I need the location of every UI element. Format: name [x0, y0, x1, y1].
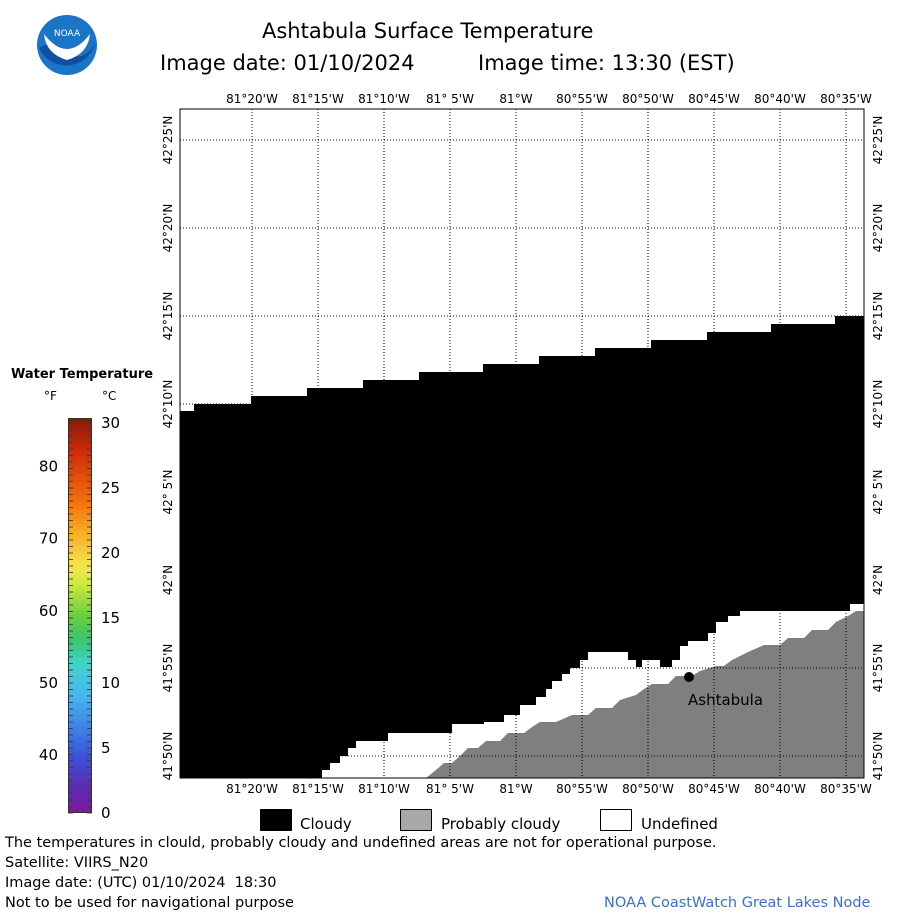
lon-tick-label: 80°35'W — [820, 92, 872, 106]
colorbar-f-tick: 70 — [39, 530, 58, 548]
lon-tick-label: 80°40'W — [754, 782, 806, 796]
lon-tick-label: 80°45'W — [688, 782, 740, 796]
colorbar-unit-c: °C — [102, 389, 117, 403]
legend-swatch-undefined — [600, 809, 632, 831]
lon-tick-label: 81°10'W — [358, 92, 410, 106]
lat-tick-label: 42°N — [871, 565, 885, 595]
image-date: Image date: 01/10/2024 — [160, 51, 415, 75]
lon-tick-label: 81°W — [499, 92, 532, 106]
legend-label-undefined: Undefined — [641, 815, 718, 833]
lon-tick-label: 80°55'W — [556, 92, 608, 106]
ashtabula-marker — [684, 672, 694, 682]
lon-tick-label: 80°50'W — [622, 782, 674, 796]
probably-cloudy-region — [426, 611, 864, 778]
map-frame — [179, 108, 865, 779]
disclaimer: The temperatures in clould, probably clo… — [5, 835, 717, 851]
colorbar-c-tick: 10 — [101, 674, 120, 692]
lat-tick-label: 42° 5'N — [871, 470, 885, 515]
lon-tick-label: 81°20'W — [226, 92, 278, 106]
lat-tick-label: 41°55'N — [161, 644, 175, 693]
lat-tick-label: 42°25'N — [871, 116, 885, 165]
satellite: Satellite: VIIRS_N20 — [5, 855, 149, 871]
colorbar-f-tick: 60 — [39, 602, 58, 620]
noaa-logo: NOAA — [36, 14, 98, 76]
lat-tick-label: 41°55'N — [871, 644, 885, 693]
colorbar-c-tick: 0 — [101, 804, 111, 822]
lat-tick-label: 41°50'N — [161, 732, 175, 781]
image-time: Image time: 13:30 (EST) — [478, 51, 735, 75]
legend-label-probably-cloudy: Probably cloudy — [441, 815, 561, 833]
lon-tick-label: 80°55'W — [556, 782, 608, 796]
legend-swatch-probably-cloudy — [400, 809, 432, 831]
colorbar-c-tick: 30 — [101, 414, 120, 432]
lon-tick-label: 81°20'W — [226, 782, 278, 796]
lon-tick-label: 81°10'W — [358, 782, 410, 796]
page-title: Ashtabula Surface Temperature — [262, 19, 594, 43]
lat-tick-label: 42°15'N — [871, 292, 885, 341]
lon-tick-label: 80°45'W — [688, 92, 740, 106]
lat-tick-label: 42° 5'N — [161, 470, 175, 515]
colorbar-c-tick: 5 — [101, 739, 111, 757]
legend-swatch-cloudy — [260, 809, 292, 831]
lat-tick-label: 42°10'N — [161, 380, 175, 429]
lon-tick-label: 81° 5'W — [426, 782, 474, 796]
colorbar-c-tick: 20 — [101, 544, 120, 562]
utc-date: Image date: (UTC) 01/10/2024 18:30 — [5, 875, 277, 891]
lon-tick-label: 81° 5'W — [426, 92, 474, 106]
credit: NOAA CoastWatch Great Lakes Node — [604, 895, 871, 911]
colorbar-f-tick: 40 — [39, 746, 58, 764]
lon-tick-label: 81°15'W — [292, 92, 344, 106]
lat-tick-label: 42°10'N — [871, 380, 885, 429]
colorbar-unit-f: °F — [44, 389, 57, 403]
lat-tick-label: 42°20'N — [161, 204, 175, 253]
lon-tick-label: 80°40'W — [754, 92, 806, 106]
colorbar — [68, 418, 92, 813]
lat-tick-label: 42°25'N — [161, 116, 175, 165]
lon-tick-label: 81°15'W — [292, 782, 344, 796]
lat-tick-label: 42°N — [161, 565, 175, 595]
colorbar-f-tick: 80 — [39, 457, 58, 475]
lat-tick-label: 41°50'N — [871, 732, 885, 781]
place-label: Ashtabula — [688, 691, 764, 709]
lon-tick-label: 80°50'W — [622, 92, 674, 106]
lat-tick-label: 42°20'N — [871, 204, 885, 253]
lon-tick-label: 80°35'W — [820, 782, 872, 796]
legend-label-cloudy: Cloudy — [300, 815, 352, 833]
lat-tick-label: 42°15'N — [161, 292, 175, 341]
cloudy-region — [180, 316, 864, 778]
nav-warning: Not to be used for navigational purpose — [5, 895, 294, 911]
colorbar-c-tick: 15 — [101, 609, 120, 627]
colorbar-f-tick: 50 — [39, 674, 58, 692]
logo-text: NOAA — [54, 29, 81, 39]
colorbar-title: Water Temperature — [11, 367, 154, 382]
colorbar-c-tick: 25 — [101, 479, 120, 497]
grid — [180, 109, 864, 778]
lon-tick-label: 81°W — [499, 782, 532, 796]
